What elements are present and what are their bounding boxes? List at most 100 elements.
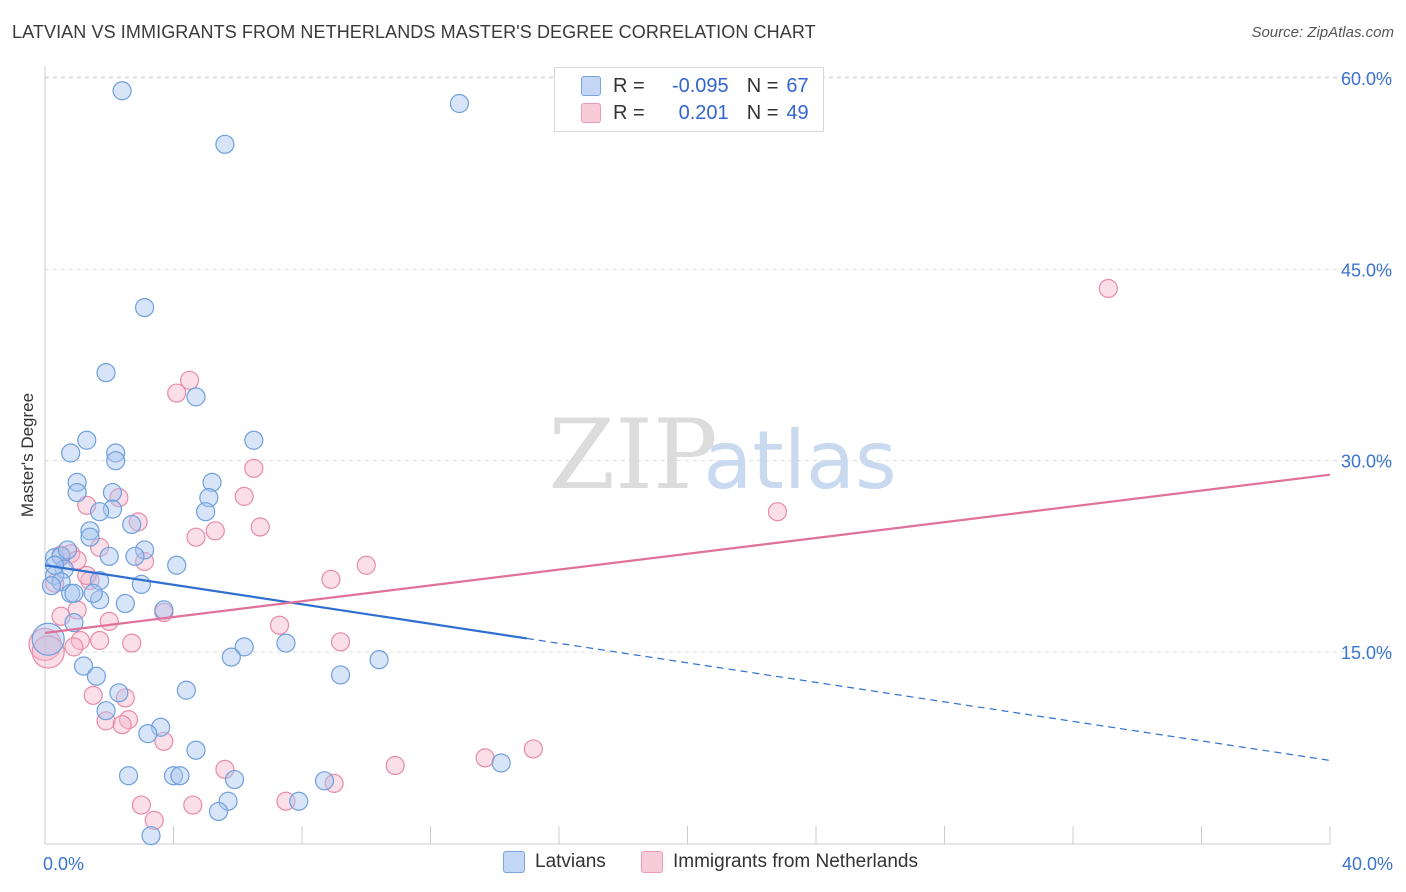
point-latvians xyxy=(176,680,196,700)
point-latvians xyxy=(73,656,94,676)
series-legend: Latvians Immigrants from Netherlands xyxy=(0,851,1406,877)
series-latvians xyxy=(31,81,511,846)
series-legend-label: Immigrants from Netherlands xyxy=(673,851,918,872)
point-latvians xyxy=(31,622,65,656)
point-netherlands xyxy=(385,755,405,776)
legend-r-value: 0.201 xyxy=(678,101,729,124)
point-latvians xyxy=(90,502,110,522)
legend-r-label: R = xyxy=(613,101,645,124)
grid-lines xyxy=(45,76,1392,653)
point-latvians xyxy=(77,430,97,450)
point-latvians xyxy=(64,613,84,633)
point-latvians xyxy=(154,600,174,620)
point-netherlands xyxy=(134,551,155,572)
point-netherlands xyxy=(767,502,788,522)
legend-n-label: N = xyxy=(746,101,779,124)
watermark-atlas: atlas xyxy=(703,414,896,507)
point-latvians xyxy=(115,593,135,614)
legend-r-value: -0.095 xyxy=(671,74,729,97)
source-label: Source: ZipAtlas.com xyxy=(1251,24,1394,41)
series-immigrants-netherlands xyxy=(28,278,1118,830)
point-latvians xyxy=(134,298,155,318)
point-netherlands xyxy=(179,370,200,390)
y-axis-label: Master's Degree xyxy=(18,392,37,518)
y-tick-label: 45.0% xyxy=(1341,260,1392,280)
point-netherlands xyxy=(167,383,187,403)
series-legend-swatch-blue xyxy=(503,851,525,873)
point-latvians xyxy=(96,701,116,721)
point-netherlands xyxy=(330,632,351,652)
watermark-zip: ZIP xyxy=(548,399,717,511)
point-latvians xyxy=(163,766,184,786)
point-netherlands xyxy=(154,731,174,751)
series-legend-netherlands: Immigrants from Netherlands xyxy=(641,851,918,873)
point-netherlands xyxy=(183,795,203,815)
x-tick-label: 0.0% xyxy=(43,854,84,874)
legend-n-label: N = xyxy=(746,74,779,97)
point-latvians xyxy=(186,740,206,760)
point-netherlands xyxy=(1098,278,1118,299)
point-latvians xyxy=(186,387,206,407)
point-netherlands xyxy=(244,458,264,478)
point-latvians xyxy=(244,430,264,450)
point-latvians xyxy=(86,666,107,686)
point-latvians xyxy=(196,502,216,522)
point-latvians xyxy=(491,753,511,773)
point-latvians xyxy=(67,472,87,492)
chart-title: LATVIAN VS IMMIGRANTS FROM NETHERLANDS M… xyxy=(12,22,816,42)
point-netherlands xyxy=(96,711,116,731)
point-latvians xyxy=(208,801,229,822)
point-netherlands xyxy=(356,555,376,575)
point-netherlands xyxy=(215,759,235,779)
point-latvians xyxy=(167,555,187,575)
point-netherlands xyxy=(83,685,103,705)
point-netherlands xyxy=(131,795,151,815)
point-latvians xyxy=(122,514,142,535)
point-netherlands xyxy=(205,521,225,541)
point-latvians xyxy=(170,766,190,786)
point-latvians xyxy=(61,443,81,463)
series-legend-label: Latvians xyxy=(535,851,606,872)
point-latvians xyxy=(369,650,389,670)
point-latvians xyxy=(314,771,335,791)
legend-swatch-blue xyxy=(581,76,601,96)
legend-n-value: 49 xyxy=(786,101,809,124)
point-netherlands xyxy=(475,748,495,768)
point-netherlands xyxy=(118,710,139,730)
point-latvians xyxy=(330,665,351,685)
point-netherlands xyxy=(144,810,164,830)
point-latvians xyxy=(234,637,254,657)
stats-legend: R = -0.095 N = 67 R = 0.201 N = 49 xyxy=(554,67,824,132)
point-latvians xyxy=(118,766,139,786)
point-netherlands xyxy=(112,715,132,735)
point-netherlands xyxy=(99,611,119,631)
point-netherlands xyxy=(523,739,543,759)
point-netherlands xyxy=(31,635,65,669)
point-latvians xyxy=(199,488,219,508)
point-netherlands xyxy=(115,688,135,708)
point-netherlands xyxy=(64,637,84,657)
point-latvians xyxy=(99,546,119,566)
point-latvians xyxy=(96,363,116,383)
point-netherlands xyxy=(234,486,254,506)
point-netherlands xyxy=(269,615,290,635)
axes xyxy=(44,66,1331,845)
trendline-latvians-extrapolated xyxy=(526,637,1331,762)
point-latvians xyxy=(109,683,129,703)
watermark: ZIP atlas xyxy=(548,399,896,511)
point-netherlands xyxy=(122,633,142,653)
point-latvians xyxy=(134,540,155,560)
trendline-latvians xyxy=(44,564,528,640)
point-latvians xyxy=(57,540,78,560)
point-latvians xyxy=(80,527,100,547)
series-legend-swatch-pink xyxy=(641,851,663,873)
legend-n-value: 67 xyxy=(786,74,809,97)
point-latvians xyxy=(41,576,62,596)
point-latvians xyxy=(141,826,161,846)
point-latvians xyxy=(102,482,123,503)
legend-row-latvians: R = -0.095 N = 67 xyxy=(581,73,809,99)
series-legend-latvians: Latvians xyxy=(503,851,606,873)
tick-labels: 15.0% 30.0% 45.0% 60.0% 0.0% 40.0% xyxy=(43,69,1393,874)
y-tick-label: 60.0% xyxy=(1341,69,1392,89)
